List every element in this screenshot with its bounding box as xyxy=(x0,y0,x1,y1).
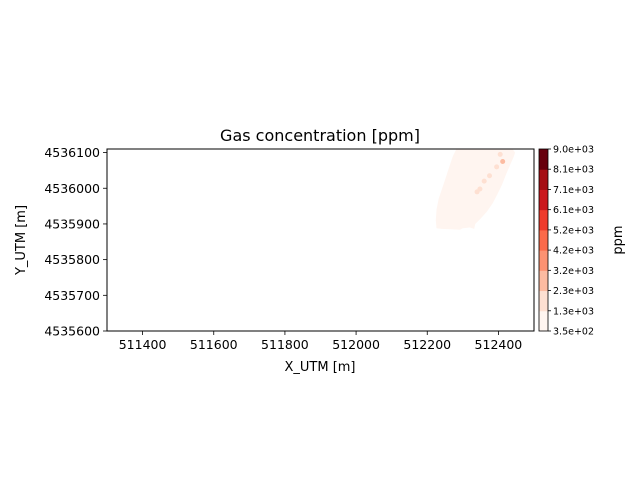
chart-title: Gas concentration [ppm] xyxy=(220,126,420,145)
colorbar-tick-label: 9.0e+03 xyxy=(553,145,594,156)
plot-area: 511400 511600 511800 512000 512200 512400 453… xyxy=(44,145,535,352)
colorbar-swatch xyxy=(539,270,548,292)
colorbar-tick-label: 3.5e+02 xyxy=(553,327,594,338)
colorbar-swatch xyxy=(539,209,548,231)
hotspot xyxy=(494,164,500,170)
colorbar-tick-label: 1.3e+03 xyxy=(553,306,594,317)
colorbar-swatches xyxy=(539,149,548,332)
colorbar-tick-label: 8.1e+03 xyxy=(553,165,594,176)
hotspot xyxy=(497,151,503,157)
y-axis-label: Y_UTM [m] xyxy=(14,205,29,276)
colorbar-tick-label: 6.1e+03 xyxy=(553,205,594,216)
x-axis-ticks: 511400 511600 511800 512000 512200 512400 xyxy=(119,331,523,352)
y-tick-label: 4535600 xyxy=(44,324,100,339)
x-tick-label: 511400 xyxy=(119,337,167,352)
y-tick-label: 4536100 xyxy=(44,145,100,160)
colorbar-border xyxy=(538,148,549,332)
y-tick-label: 4535800 xyxy=(44,252,100,267)
colorbar-swatch xyxy=(539,229,548,251)
colorbar-tick-label: 3.2e+03 xyxy=(553,266,594,277)
x-tick-label: 511600 xyxy=(190,337,238,352)
colorbar-label: ppm xyxy=(611,225,626,254)
colorbar-swatch xyxy=(539,169,548,190)
x-tick-label: 512400 xyxy=(475,337,523,352)
plume-layer xyxy=(435,149,516,230)
x-tick-label: 512200 xyxy=(403,337,451,352)
x-tick-label: 512000 xyxy=(332,337,380,352)
colorbar-swatch xyxy=(539,310,548,332)
colorbar-tick-label: 7.1e+03 xyxy=(553,185,594,196)
colorbar-swatch xyxy=(539,290,548,312)
colorbar-swatch xyxy=(539,149,548,170)
y-tick-label: 4535900 xyxy=(44,216,100,231)
x-axis-label: X_UTM [m] xyxy=(284,360,355,375)
y-tick-label: 4536000 xyxy=(44,181,100,196)
colorbar-tick-label: 5.2e+03 xyxy=(553,225,594,236)
colorbar-swatch xyxy=(539,250,548,271)
y-axis-ticks: 4535600 4535700 4535800 4535900 4536000 45361… xyxy=(44,145,107,339)
colorbar-tick-label: 4.2e+03 xyxy=(553,246,594,257)
colorbar: 3.5e+02 1.3e+03 2.3e+03 3.2e+03 4.2e+03 5.2e+… xyxy=(538,145,626,338)
colorbar-swatch xyxy=(539,189,548,211)
hotspot xyxy=(474,189,480,195)
plot-border xyxy=(106,148,535,332)
hotspot xyxy=(481,178,487,184)
hotspot xyxy=(487,173,493,179)
hotspot xyxy=(500,158,506,164)
colorbar-tick-label: 2.3e+03 xyxy=(553,286,594,297)
y-tick-label: 4535700 xyxy=(44,288,100,303)
colorbar-ticks: 3.5e+02 1.3e+03 2.3e+03 3.2e+03 4.2e+03 5.2e+… xyxy=(548,145,594,338)
plume-area xyxy=(435,149,516,230)
x-tick-label: 511800 xyxy=(261,337,309,352)
